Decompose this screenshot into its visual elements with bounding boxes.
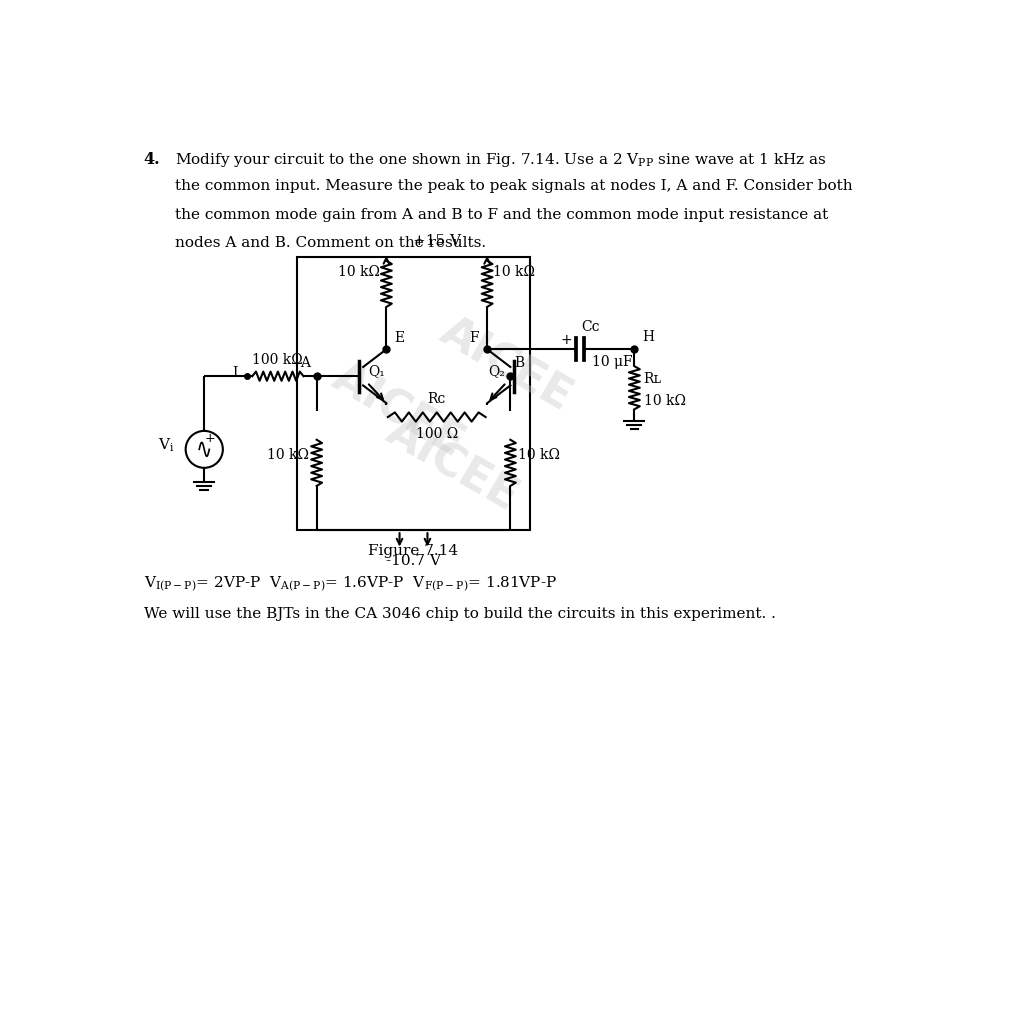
Bar — [297, 257, 529, 530]
Text: Q₂: Q₂ — [488, 365, 505, 379]
Text: 10 μF: 10 μF — [592, 355, 633, 370]
Text: AICEE: AICEE — [379, 410, 525, 519]
Text: 100 Ω: 100 Ω — [416, 427, 458, 441]
Text: AICEE: AICEE — [324, 356, 472, 466]
Text: Rʟ: Rʟ — [644, 372, 662, 385]
Text: F: F — [469, 331, 480, 345]
Text: -10.7 V: -10.7 V — [386, 554, 441, 568]
Text: We will use the BJTs in the CA 3046 chip to build the circuits in this experimen: We will use the BJTs in the CA 3046 chip… — [144, 607, 776, 622]
Text: Modify your circuit to the one shown in Fig. 7.14. Use a 2 V$_{\mathregular{PP}}: Modify your circuit to the one shown in … — [174, 151, 826, 169]
Text: H: H — [642, 330, 654, 344]
Text: A: A — [300, 356, 310, 370]
Text: V$_\mathregular{i}$: V$_\mathregular{i}$ — [158, 436, 174, 455]
Text: the common input. Measure the peak to peak signals at nodes I, A and F. Consider: the common input. Measure the peak to pe… — [174, 179, 853, 194]
Text: I: I — [232, 367, 237, 380]
Text: Cᴄ: Cᴄ — [582, 319, 600, 334]
Text: AICEE: AICEE — [433, 310, 580, 420]
Text: V$_{\mathregular{I(P-P)}}$= 2VP-P  V$_{\mathregular{A(P-P)}}$= 1.6VP-P  V$_{\mat: V$_{\mathregular{I(P-P)}}$= 2VP-P V$_{\m… — [144, 574, 557, 594]
Text: 100 kΩ: 100 kΩ — [252, 353, 303, 367]
Text: 4.: 4. — [144, 151, 160, 168]
Text: 10 kΩ: 10 kΩ — [339, 265, 380, 280]
Text: Rᴄ: Rᴄ — [428, 392, 446, 407]
Text: 10 kΩ: 10 kΩ — [644, 394, 685, 408]
Text: nodes A and B. Comment on the results.: nodes A and B. Comment on the results. — [174, 237, 486, 250]
Text: B: B — [514, 356, 524, 370]
Text: Q₁: Q₁ — [368, 365, 385, 379]
Text: Figure 7.14: Figure 7.14 — [368, 544, 458, 558]
Text: 10 kΩ: 10 kΩ — [518, 449, 560, 462]
Text: +: + — [205, 432, 215, 445]
Text: 10 kΩ: 10 kΩ — [494, 265, 535, 280]
Text: 10 kΩ: 10 kΩ — [267, 449, 309, 462]
Text: the common mode gain from A and B to F and the common mode input resistance at: the common mode gain from A and B to F a… — [174, 208, 828, 221]
Text: +15 V: +15 V — [413, 233, 460, 248]
Text: +: + — [561, 333, 572, 347]
Text: E: E — [394, 331, 405, 345]
